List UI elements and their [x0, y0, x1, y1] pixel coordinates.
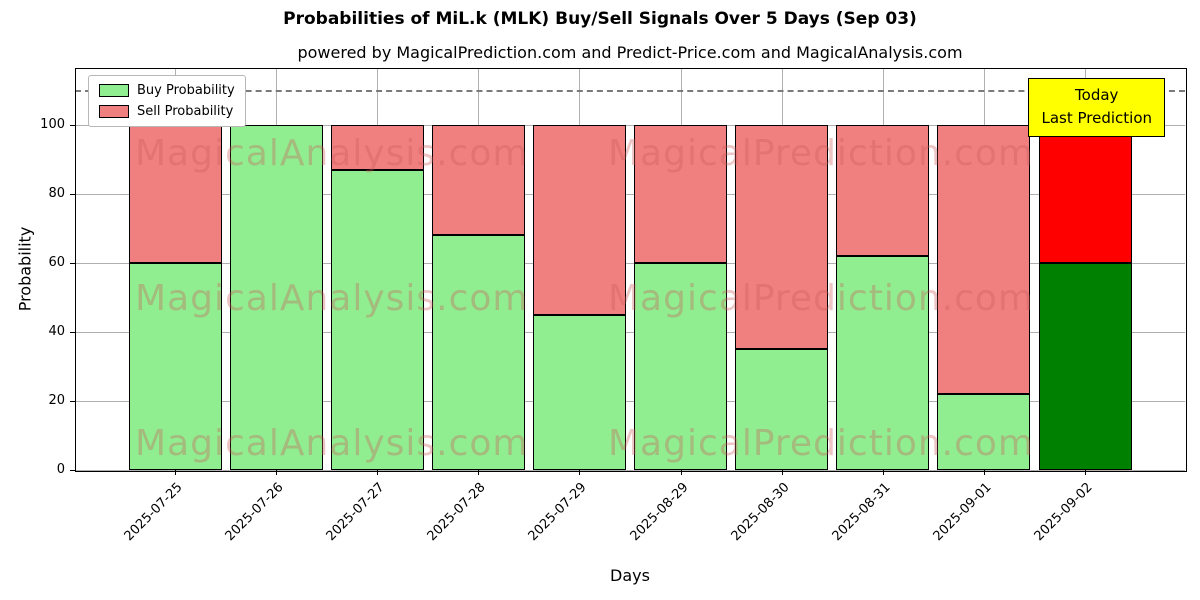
legend-label-buy: Buy Probability — [137, 83, 235, 98]
y-tick-mark — [70, 124, 75, 126]
bar-buy-segment — [431, 235, 525, 470]
y-tick-label: 20 — [48, 392, 65, 408]
bar-buy-segment — [836, 256, 930, 470]
bar-sell-segment — [836, 124, 930, 257]
sell-probability-swatch — [99, 105, 129, 118]
gridline-horizontal — [75, 470, 1185, 471]
x-axis-label: Days — [610, 566, 650, 585]
bar-buy-segment — [634, 262, 728, 470]
bar-sell-segment — [532, 124, 626, 315]
x-tick-mark — [882, 470, 884, 475]
y-tick-mark — [70, 470, 75, 471]
chart-subtitle: powered by MagicalPrediction.com and Pre… — [297, 43, 963, 62]
bar-sell-segment — [431, 124, 525, 236]
y-tick-label: 80 — [48, 185, 65, 201]
chart-title: Probabilities of MiL.k (MLK) Buy/Sell Si… — [283, 9, 917, 29]
y-tick-mark — [70, 262, 75, 264]
x-tick-mark — [680, 470, 682, 475]
legend-item-sell: Sell Probability — [99, 104, 235, 119]
bar-buy-segment — [937, 394, 1031, 470]
bar-sell-segment — [735, 124, 829, 350]
bar-buy-segment — [735, 349, 829, 470]
x-tick-mark — [478, 470, 480, 475]
bar-sell-segment — [634, 124, 728, 263]
gridline-horizontal — [75, 124, 1185, 126]
bar-buy-segment — [330, 169, 424, 470]
gridline-horizontal — [75, 331, 1185, 333]
y-tick-label: 100 — [40, 116, 65, 132]
bar-sell-segment — [1038, 124, 1132, 263]
y-tick-label: 0 — [56, 462, 65, 477]
buy-probability-swatch — [99, 84, 129, 97]
legend: Buy Probability Sell Probability — [88, 75, 246, 127]
bar-buy-segment — [1038, 262, 1132, 470]
x-tick-mark — [175, 470, 176, 475]
threshold-dashed-line — [75, 90, 1185, 93]
bar-sell-segment — [128, 124, 222, 263]
bar-buy-segment — [229, 124, 323, 470]
bar-buy-segment — [128, 262, 222, 470]
today-annotation: Today Last Prediction — [1028, 78, 1165, 137]
x-tick-mark — [983, 470, 985, 475]
annotation-line1: Today — [1075, 86, 1119, 104]
y-tick-mark — [70, 331, 75, 333]
x-tick-mark — [276, 470, 278, 475]
legend-label-sell: Sell Probability — [137, 104, 234, 119]
y-tick-label: 40 — [48, 323, 65, 339]
bar-sell-segment — [937, 124, 1031, 395]
y-tick-mark — [70, 193, 75, 195]
bar-buy-segment — [532, 314, 626, 470]
x-tick-mark — [377, 470, 379, 475]
x-tick-mark — [579, 470, 581, 475]
gridline-horizontal — [75, 400, 1185, 402]
y-tick-label: 60 — [48, 254, 65, 270]
y-tick-mark — [70, 400, 75, 402]
bar-sell-segment — [330, 124, 424, 170]
annotation-line2: Last Prediction — [1041, 109, 1152, 128]
x-tick-mark — [1085, 470, 1086, 475]
x-tick-mark — [781, 470, 783, 475]
gridline-horizontal — [75, 262, 1185, 264]
legend-item-buy: Buy Probability — [99, 83, 235, 98]
gridline-horizontal — [75, 193, 1185, 195]
